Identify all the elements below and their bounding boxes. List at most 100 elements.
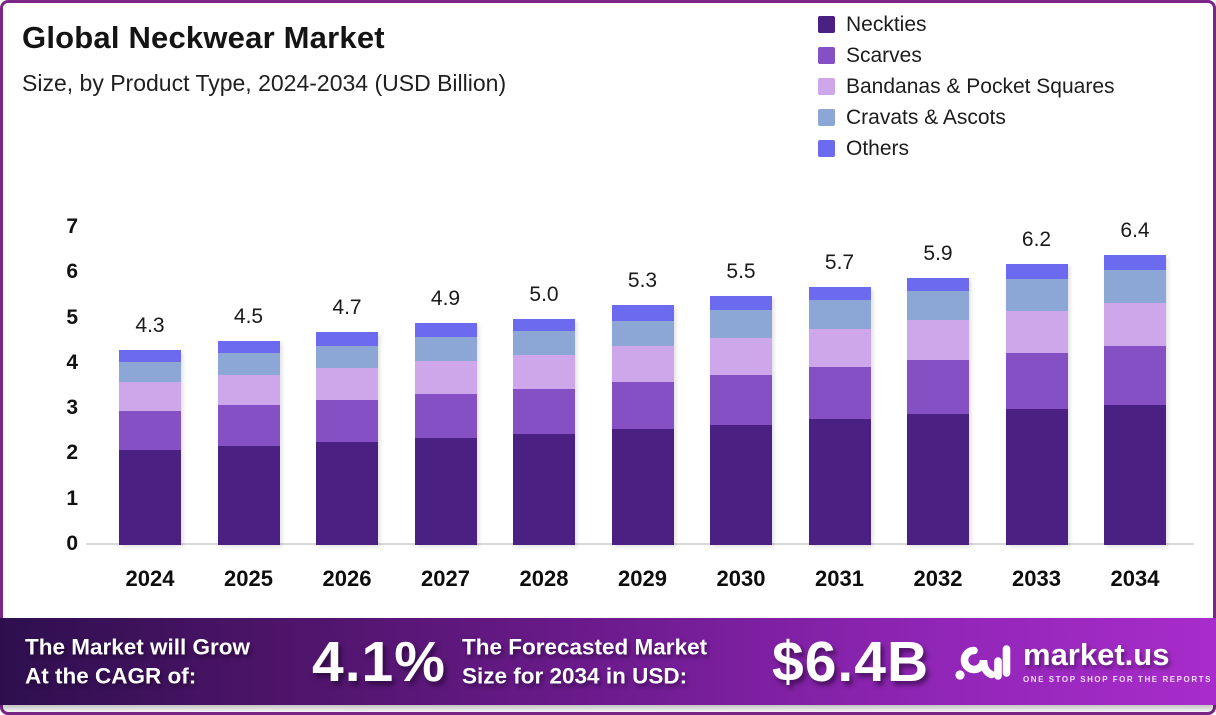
cagr-value: 4.1%	[312, 629, 446, 694]
bar-value-2034: 6.4	[1120, 219, 1150, 243]
marketus-logo-icon	[955, 644, 1011, 680]
legend-swatch-icon	[818, 109, 835, 126]
x-axis-label-2029: 2029	[618, 566, 667, 591]
x-axis-label-2034: 2034	[1110, 566, 1160, 591]
x-axis-label-2027: 2027	[421, 566, 470, 591]
bar-2027	[414, 323, 477, 545]
bar-2034-segment-neckties	[1104, 404, 1166, 545]
x-axis-label-2025: 2025	[224, 566, 273, 591]
x-axis-label-2031: 2031	[815, 566, 864, 591]
forecast-label-line2: Size for 2034 in USD:	[462, 663, 688, 689]
bar-2034-segment-bandanas-pocket-squares	[1104, 302, 1166, 346]
bar-2028	[513, 318, 575, 545]
bar-value-2030: 5.5	[726, 259, 756, 283]
bar-2024-segment-others	[119, 350, 181, 362]
bar-2026-segment-scarves	[316, 400, 378, 443]
bar-2033-segment-bandanas-pocket-squares	[1005, 310, 1068, 353]
bar-2025-segment-others	[217, 341, 280, 354]
bar-2033-segment-neckties	[1005, 409, 1068, 545]
bar-2031	[808, 286, 871, 545]
bar-2029-segment-bandanas-pocket-squares	[611, 345, 674, 382]
bar-2034-segment-cravats-ascots	[1104, 269, 1166, 303]
legend-item-neckties: Neckties	[818, 13, 1115, 36]
footer-banner: The Market will Grow At the CAGR of: 4.1…	[0, 618, 1216, 705]
legend-swatch-icon	[818, 16, 835, 33]
bar-2025-segment-cravats-ascots	[217, 353, 280, 375]
bar-2026-segment-cravats-ascots	[316, 345, 378, 369]
cagr-label: The Market will Grow At the CAGR of:	[25, 632, 250, 691]
x-axis-label-2024: 2024	[125, 566, 175, 591]
bar-value-2025: 4.5	[233, 305, 264, 329]
cagr-label-line1: The Market will Grow	[25, 633, 251, 659]
bar-value-2029: 5.3	[627, 268, 658, 292]
y-axis-tick-5: 5	[66, 305, 78, 329]
bar-2032-segment-neckties	[907, 413, 969, 545]
cagr-label-line2: At the CAGR of:	[25, 663, 197, 689]
x-axis-label-2026: 2026	[322, 566, 372, 591]
logo-tagline: ONE STOP SHOP FOR THE REPORTS	[1023, 674, 1212, 684]
legend-label: Cravats & Ascots	[846, 105, 1006, 129]
bar-2032-segment-cravats-ascots	[907, 291, 969, 321]
marketus-logo: market.us ONE STOP SHOP FOR THE REPORTS	[955, 639, 1212, 685]
y-axis-tick-6: 6	[66, 260, 78, 284]
bar-2031-segment-cravats-ascots	[808, 300, 871, 329]
bar-2033-segment-scarves	[1005, 352, 1068, 410]
bar-value-2026: 4.7	[332, 296, 362, 320]
bar-2024-segment-scarves	[119, 411, 181, 450]
y-axis-tick-4: 4	[66, 350, 78, 374]
x-axis-label-2030: 2030	[716, 566, 766, 591]
page-title: Global Neckwear Market	[22, 20, 385, 55]
bar-2029	[611, 304, 674, 545]
legend-label: Others	[846, 136, 910, 160]
bar-2029-segment-scarves	[611, 381, 674, 430]
bar-2034-segment-scarves	[1104, 345, 1166, 405]
bar-2032	[907, 277, 969, 545]
bar-2028-segment-scarves	[513, 388, 575, 435]
bar-2026-segment-neckties	[316, 442, 378, 545]
bar-2028-segment-others	[513, 318, 575, 332]
bar-2026-segment-bandanas-pocket-squares	[316, 368, 378, 401]
bar-2030-segment-bandanas-pocket-squares	[710, 337, 772, 376]
legend-swatch-icon	[818, 78, 835, 95]
bar-2028-segment-bandanas-pocket-squares	[513, 354, 575, 389]
legend-label: Scarves	[846, 43, 922, 67]
bar-2032-segment-others	[907, 277, 969, 292]
bar-2026	[316, 332, 378, 545]
bar-2033-segment-others	[1005, 264, 1068, 279]
bar-2024	[119, 350, 181, 545]
bar-2034-segment-others	[1104, 255, 1166, 270]
bar-2033-segment-cravats-ascots	[1005, 278, 1068, 311]
legend-item-bandanas-pocket-squares: Bandanas & Pocket Squares	[818, 75, 1115, 98]
forecast-value: $6.4B	[772, 629, 930, 694]
bar-2032-segment-bandanas-pocket-squares	[907, 320, 969, 361]
bar-2027-segment-neckties	[414, 438, 477, 545]
bar-2032-segment-scarves	[907, 360, 969, 414]
bar-2030-segment-scarves	[710, 375, 772, 425]
bar-2031-segment-scarves	[808, 367, 871, 420]
legend-swatch-icon	[818, 140, 835, 157]
bar-2026-segment-others	[316, 332, 378, 346]
bar-2027-segment-others	[414, 323, 477, 337]
y-axis-tick-3: 3	[66, 396, 78, 420]
bar-2025-segment-scarves	[217, 405, 280, 447]
bar-value-2028: 5.0	[529, 282, 559, 306]
bar-2030-segment-cravats-ascots	[710, 310, 772, 338]
bar-value-2033: 6.2	[1021, 228, 1052, 252]
bar-2025-segment-bandanas-pocket-squares	[217, 374, 280, 406]
legend-label: Bandanas & Pocket Squares	[846, 74, 1115, 98]
legend-item-others: Others	[818, 137, 1115, 160]
logo-text: market.us	[1023, 637, 1170, 673]
bar-2027-segment-bandanas-pocket-squares	[414, 361, 477, 395]
y-axis-tick-0: 0	[66, 532, 78, 555]
y-axis-tick-7: 7	[66, 214, 78, 238]
x-axis-label-2032: 2032	[913, 566, 963, 591]
bar-2030	[710, 295, 772, 545]
bar-2030-segment-others	[710, 295, 772, 311]
x-axis-label-2028: 2028	[519, 566, 569, 591]
page-subtitle: Size, by Product Type, 2024-2034 (USD Bi…	[22, 70, 507, 96]
bar-2025	[217, 341, 280, 545]
bar-2024-segment-cravats-ascots	[119, 361, 181, 382]
bar-2028-segment-cravats-ascots	[513, 331, 575, 355]
bar-value-2027: 4.9	[430, 287, 461, 311]
bar-2031-segment-bandanas-pocket-squares	[808, 328, 871, 367]
